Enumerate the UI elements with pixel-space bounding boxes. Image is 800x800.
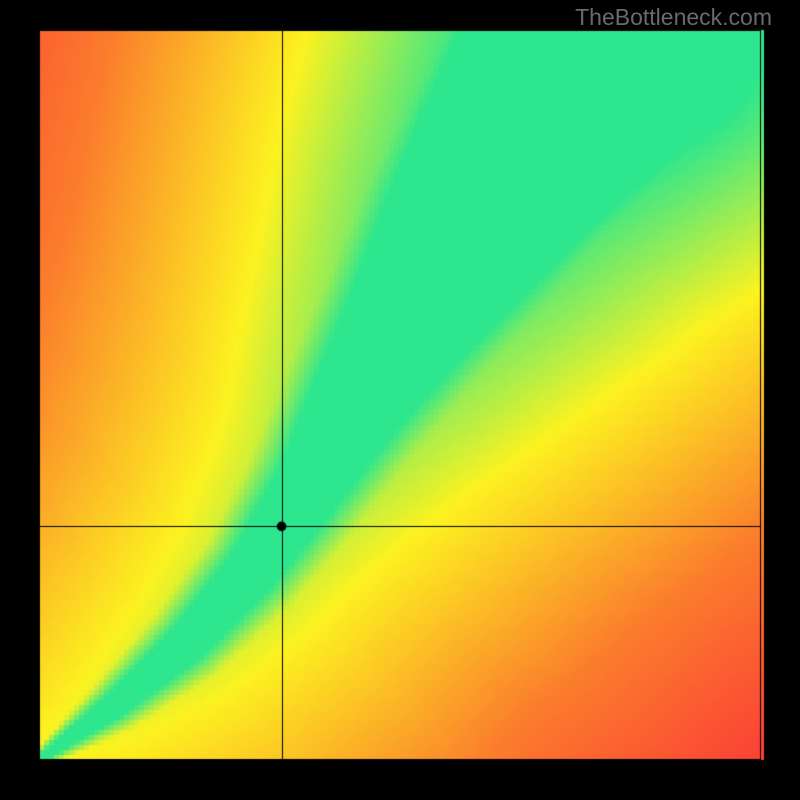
- watermark-text: TheBottleneck.com: [575, 4, 772, 31]
- chart-container: { "watermark": { "text": "TheBottleneck.…: [0, 0, 800, 800]
- bottleneck-heatmap: [0, 0, 800, 800]
